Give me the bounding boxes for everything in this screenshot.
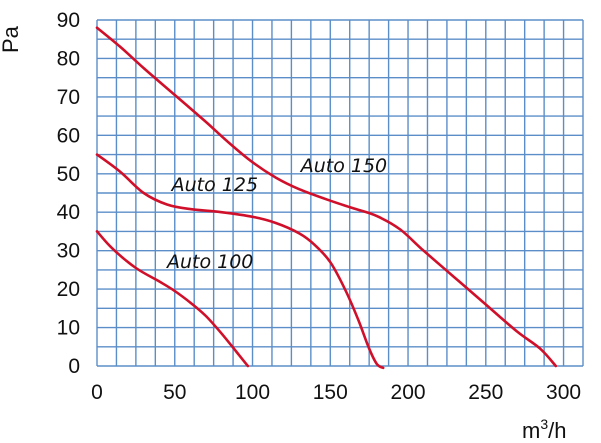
x-axis-label-suffix: /h xyxy=(548,418,566,443)
grid xyxy=(96,19,584,367)
x-axis-label: m3/h xyxy=(522,416,566,443)
y-tick-label: 90 xyxy=(57,9,80,32)
y-tick-label: 40 xyxy=(57,201,80,224)
y-tick-label: 80 xyxy=(57,47,80,70)
y-tick-label: 60 xyxy=(57,124,80,147)
series-label-auto-150: Auto 150 xyxy=(299,155,387,177)
x-tick-label: 50 xyxy=(163,381,186,404)
y-tick-label: 0 xyxy=(68,355,80,378)
y-tick-label: 70 xyxy=(57,86,80,109)
y-tick-label: 20 xyxy=(57,278,80,301)
x-tick-label: 150 xyxy=(313,381,348,404)
y-axis-label: Pa xyxy=(0,25,23,53)
series-line-auto-150 xyxy=(95,26,558,368)
y-tick-label: 30 xyxy=(57,240,80,263)
series-line-auto-125 xyxy=(95,153,385,370)
x-axis-label-base: m xyxy=(522,418,540,443)
x-tick-label: 100 xyxy=(235,381,270,404)
y-tick-label: 50 xyxy=(57,163,80,186)
series-labels: Auto 150 Auto 125 Auto 100 xyxy=(165,155,387,273)
x-tick-label: 0 xyxy=(91,381,103,404)
x-tick-label: 300 xyxy=(546,381,581,404)
series-label-auto-125: Auto 125 xyxy=(170,174,258,196)
x-tick-label: 250 xyxy=(468,381,503,404)
x-tick-label: 200 xyxy=(391,381,426,404)
tick-labels: 0 50 100 150 200 250 300 0 10 20 30 40 50 60 70 80 90 xyxy=(57,9,581,404)
series-lines xyxy=(95,26,558,370)
y-tick-label: 10 xyxy=(57,317,80,340)
x-axis-label-superscript: 3 xyxy=(540,416,548,432)
series-label-auto-100: Auto 100 xyxy=(165,251,253,273)
series-line-auto-100 xyxy=(95,230,250,368)
